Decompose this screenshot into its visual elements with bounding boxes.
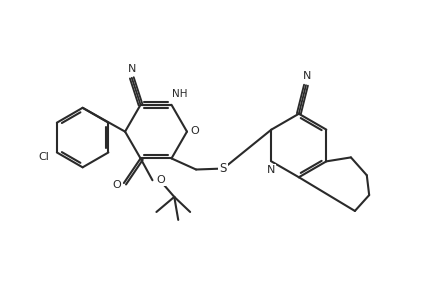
Text: S: S [219,162,226,175]
Text: O: O [112,180,121,190]
Text: Cl: Cl [39,152,49,162]
Text: N: N [127,64,136,74]
Text: N: N [267,165,275,175]
Text: N: N [302,72,310,81]
Text: O: O [156,175,165,185]
Text: O: O [190,126,199,136]
Text: NH: NH [171,89,187,99]
